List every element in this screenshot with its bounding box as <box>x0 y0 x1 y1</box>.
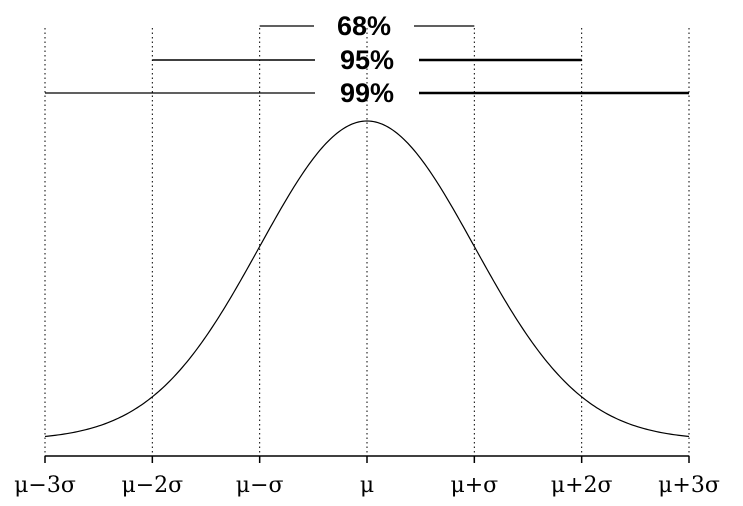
x-tick-label-3: μ <box>360 473 374 498</box>
gridlines <box>44 28 690 456</box>
x-tick-label-6: μ+3σ <box>658 473 720 498</box>
x-tick-label-1: μ−2σ <box>121 473 183 498</box>
x-tick-label-2: μ−σ <box>236 473 284 498</box>
interval-bars: 68% 95%99% <box>45 11 689 108</box>
x-tick-label-5: μ+2σ <box>551 473 613 498</box>
interval-label-0: 68% <box>337 11 391 41</box>
x-tick-label-4: μ+σ <box>450 473 498 498</box>
x-axis: μ−3σ μ−2σ μ−σ μ μ+σ μ+2σ μ+3σ <box>14 455 720 498</box>
interval-label-2: 99% <box>340 78 394 108</box>
density-curve <box>44 120 690 438</box>
x-tick-label-0: μ−3σ <box>14 473 76 498</box>
interval-label-1: 95% <box>340 45 394 75</box>
density-curve-group <box>44 120 690 438</box>
